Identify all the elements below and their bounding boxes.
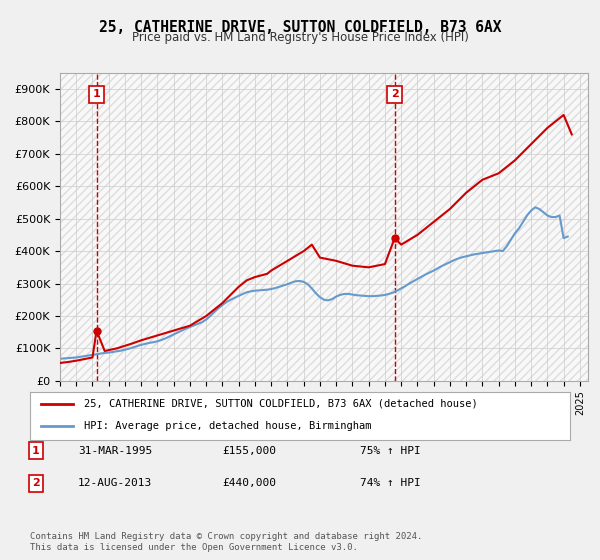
Text: 75% ↑ HPI: 75% ↑ HPI — [360, 446, 421, 456]
Text: 74% ↑ HPI: 74% ↑ HPI — [360, 478, 421, 488]
Text: 1: 1 — [32, 446, 40, 456]
Text: 31-MAR-1995: 31-MAR-1995 — [78, 446, 152, 456]
Text: 1: 1 — [92, 90, 100, 99]
Text: 12-AUG-2013: 12-AUG-2013 — [78, 478, 152, 488]
Text: 25, CATHERINE DRIVE, SUTTON COLDFIELD, B73 6AX (detached house): 25, CATHERINE DRIVE, SUTTON COLDFIELD, B… — [84, 399, 478, 409]
Text: £440,000: £440,000 — [222, 478, 276, 488]
Text: HPI: Average price, detached house, Birmingham: HPI: Average price, detached house, Birm… — [84, 421, 371, 431]
Text: 25, CATHERINE DRIVE, SUTTON COLDFIELD, B73 6AX: 25, CATHERINE DRIVE, SUTTON COLDFIELD, B… — [99, 20, 501, 35]
Text: Contains HM Land Registry data © Crown copyright and database right 2024.
This d: Contains HM Land Registry data © Crown c… — [30, 532, 422, 552]
Text: £155,000: £155,000 — [222, 446, 276, 456]
Text: 2: 2 — [391, 90, 398, 99]
Text: 2: 2 — [32, 478, 40, 488]
Text: Price paid vs. HM Land Registry's House Price Index (HPI): Price paid vs. HM Land Registry's House … — [131, 31, 469, 44]
